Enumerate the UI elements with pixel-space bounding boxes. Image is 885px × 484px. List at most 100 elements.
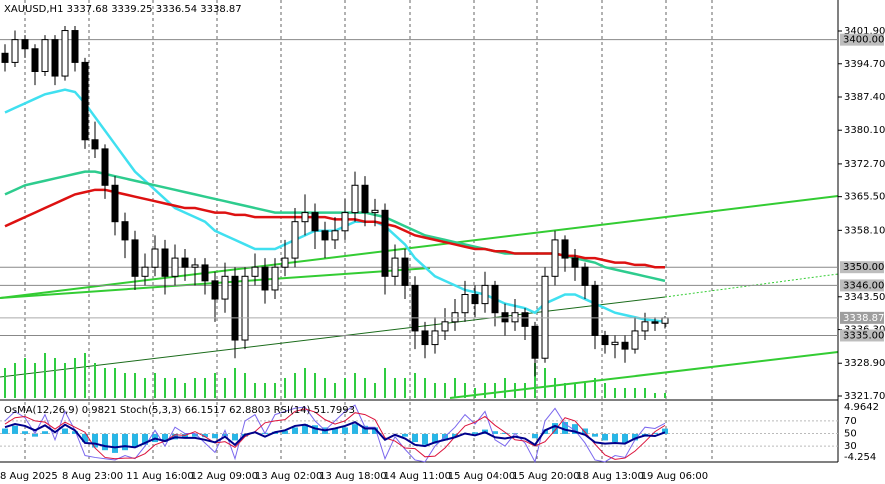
osma-bar (72, 431, 78, 434)
open: 3337.68 (67, 4, 108, 15)
candle-body (111, 184, 119, 223)
candle-body (341, 212, 349, 232)
x-tick-label: 11 Aug 16:00 (126, 471, 193, 482)
osc-tick-label: 4.9642 (844, 402, 879, 413)
y-tick-label: 3387.40 (844, 92, 885, 103)
osma-bar (92, 433, 98, 448)
osma-bar (422, 433, 428, 445)
osma-bar (412, 433, 418, 443)
candle-body (221, 275, 229, 300)
candle-body (461, 294, 469, 314)
osma-bar (202, 433, 208, 438)
osc-tick-label: 30 (844, 441, 857, 452)
candle-body (361, 184, 369, 214)
osma-bar (402, 433, 408, 437)
candle-body (21, 39, 29, 50)
y-tick-label: 3358.10 (844, 225, 885, 236)
x-tick-label: 8 Aug 2025 (0, 471, 58, 482)
price-label: 3346.00 (843, 280, 884, 291)
rsi-value: 51.7993 (314, 405, 355, 416)
osma-bar (662, 428, 668, 434)
low: 3336.54 (156, 4, 197, 15)
osma-bar (332, 428, 338, 434)
osma-bar (302, 424, 308, 434)
y-tick-label: 3328.90 (844, 358, 885, 369)
candle-body (521, 312, 529, 327)
osc-tick-label: 50 (844, 429, 857, 440)
osma-bar (222, 433, 228, 437)
candle-body (471, 294, 479, 305)
candle-body (411, 284, 419, 332)
osma-bar (112, 433, 118, 453)
osma-bar (82, 433, 88, 443)
candle-body (271, 266, 279, 291)
candle-body (281, 257, 289, 268)
osma-bar (182, 433, 188, 439)
osma-bar (602, 433, 608, 441)
osma-bar (452, 433, 458, 438)
symbol: XAUUSD,H1 (4, 4, 63, 15)
candle-body (641, 321, 649, 332)
osma-bar (282, 430, 288, 434)
candle-body (71, 30, 79, 63)
candle-body (511, 312, 519, 323)
y-tick-label: 3321.70 (844, 391, 885, 402)
candle-body (631, 330, 639, 350)
osma-bar (582, 428, 588, 434)
osma-bar (612, 433, 618, 443)
candle-body (171, 257, 179, 277)
osma-bar (372, 427, 378, 434)
candle-body (311, 212, 319, 232)
osma-bar (62, 428, 68, 434)
candle-body (541, 275, 549, 359)
candle-body (161, 248, 169, 277)
candle-body (451, 312, 459, 323)
candle-body (441, 321, 449, 332)
close: 3338.87 (200, 4, 241, 15)
osma-bar (652, 432, 658, 434)
price-label: 3335.00 (843, 330, 884, 341)
x-tick-label: 8 Aug 23:00 (62, 471, 123, 482)
candle-body (101, 148, 109, 186)
osma-bar (42, 431, 48, 434)
candle-body (131, 239, 139, 277)
osma-bar (552, 423, 558, 434)
x-tick-label: 19 Aug 06:00 (641, 471, 708, 482)
osma-bar (342, 427, 348, 434)
candle-body (211, 280, 219, 300)
osma-bar (292, 427, 298, 434)
stoch-label: Stoch(5,3,3) (120, 405, 182, 416)
current-price-label: 3338.87 (843, 313, 884, 324)
chart-header: XAUUSD,H1 3337.68 3339.25 3336.54 3338.8… (4, 4, 242, 15)
candle-body (81, 61, 89, 141)
candle-body (571, 257, 579, 268)
x-tick-label: 13 Aug 18:00 (319, 471, 386, 482)
candle-body (371, 209, 379, 214)
indicator-header: OsMA(12,26,9) 0.9821 Stoch(5,3,3) 66.151… (4, 405, 355, 416)
osma-bar (102, 433, 108, 451)
x-tick-label: 12 Aug 09:00 (191, 471, 258, 482)
candle-body (121, 221, 129, 241)
price-label: 3350.00 (843, 262, 884, 273)
candle-body (261, 266, 269, 291)
rsi-label: RSI(14) (274, 405, 311, 416)
osma-bar (592, 433, 598, 437)
candle-body (561, 239, 569, 259)
y-tick-label: 3394.70 (844, 59, 885, 70)
price-label-box (840, 279, 884, 292)
candle-body (651, 321, 659, 324)
osma-bar (142, 433, 148, 445)
stoch-signal: 62.8803 (229, 405, 270, 416)
current-price-box (840, 311, 884, 324)
x-tick-label: 15 Aug 04:00 (448, 471, 515, 482)
price-label-box (840, 261, 884, 274)
candle-body (621, 341, 629, 350)
osma-bar (472, 432, 478, 434)
candle-body (301, 212, 309, 223)
x-tick-label: 13 Aug 02:00 (255, 471, 322, 482)
osma-bar (2, 428, 8, 434)
osma-bar (492, 431, 498, 434)
osma-bar (232, 433, 238, 441)
candle-body (51, 39, 59, 77)
